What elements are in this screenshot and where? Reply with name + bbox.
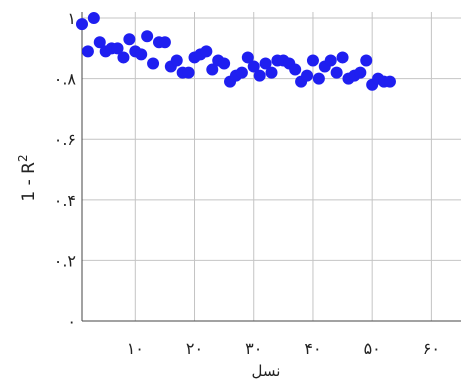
data-point-0-21 xyxy=(200,45,213,58)
x-tick-label-2: ۳۰ xyxy=(245,339,262,358)
data-point-0-24 xyxy=(218,57,231,70)
x-tick-label-1: ۲۰ xyxy=(186,339,203,358)
x-axis-title: نسل xyxy=(252,362,281,380)
data-point-0-16 xyxy=(170,54,183,67)
y-axis-title: 1 - R2 xyxy=(16,154,39,201)
data-point-0-38 xyxy=(301,69,314,82)
data-point-0-12 xyxy=(147,57,160,70)
x-tick-label-4: ۵۰ xyxy=(364,339,381,358)
data-point-0-32 xyxy=(265,66,278,79)
data-point-0-22 xyxy=(206,63,219,76)
data-point-0-10 xyxy=(135,48,148,61)
data-point-0-28 xyxy=(241,51,254,64)
data-points xyxy=(76,12,396,91)
data-point-0-39 xyxy=(306,54,319,67)
data-point-0-27 xyxy=(235,66,248,79)
x-tick-label-0: ۱۰ xyxy=(127,339,144,358)
data-point-0-1 xyxy=(81,45,94,58)
data-point-0-8 xyxy=(123,33,136,46)
data-point-0-7 xyxy=(117,51,130,64)
y-axis-title-superscript: 2 xyxy=(16,154,30,162)
data-point-0-52 xyxy=(383,75,396,88)
y-tick-label-0: ۰ xyxy=(67,312,76,331)
data-point-0-14 xyxy=(158,36,171,49)
y-axis-title-main: 1 - R xyxy=(19,162,39,202)
data-point-0-40 xyxy=(312,72,325,85)
tick-labels: ۱۰ ۲۰ ۳۰ ۴۰ ۵۰ ۶۰ ۰ ۰.۲ ۰.۴ ۰.۶ ۰.۸ ۱ xyxy=(54,9,440,358)
data-point-0-48 xyxy=(360,54,373,67)
y-tick-label-5: ۱ xyxy=(67,9,76,28)
x-tick-label-5: ۶۰ xyxy=(423,339,440,358)
data-point-0-42 xyxy=(324,54,337,67)
data-point-0-44 xyxy=(336,51,349,64)
data-point-0-36 xyxy=(289,63,302,76)
y-tick-label-1: ۰.۲ xyxy=(54,251,76,270)
y-tick-label-2: ۰.۴ xyxy=(54,191,76,210)
data-point-0-11 xyxy=(141,30,154,43)
x-tick-label-3: ۴۰ xyxy=(304,339,321,358)
data-point-0-18 xyxy=(182,66,195,79)
axes xyxy=(81,12,461,322)
data-point-0-29 xyxy=(247,60,260,73)
data-point-0-2 xyxy=(87,12,100,25)
y-tick-label-3: ۰.۶ xyxy=(54,130,76,149)
data-point-0-31 xyxy=(259,57,272,70)
data-point-0-3 xyxy=(93,36,106,49)
data-point-0-47 xyxy=(354,66,367,79)
data-point-0-0 xyxy=(76,18,88,31)
data-point-0-30 xyxy=(253,69,266,82)
data-point-0-43 xyxy=(330,66,343,79)
data-point-0-6 xyxy=(111,42,124,55)
y-tick-label-4: ۰.۸ xyxy=(54,70,77,89)
